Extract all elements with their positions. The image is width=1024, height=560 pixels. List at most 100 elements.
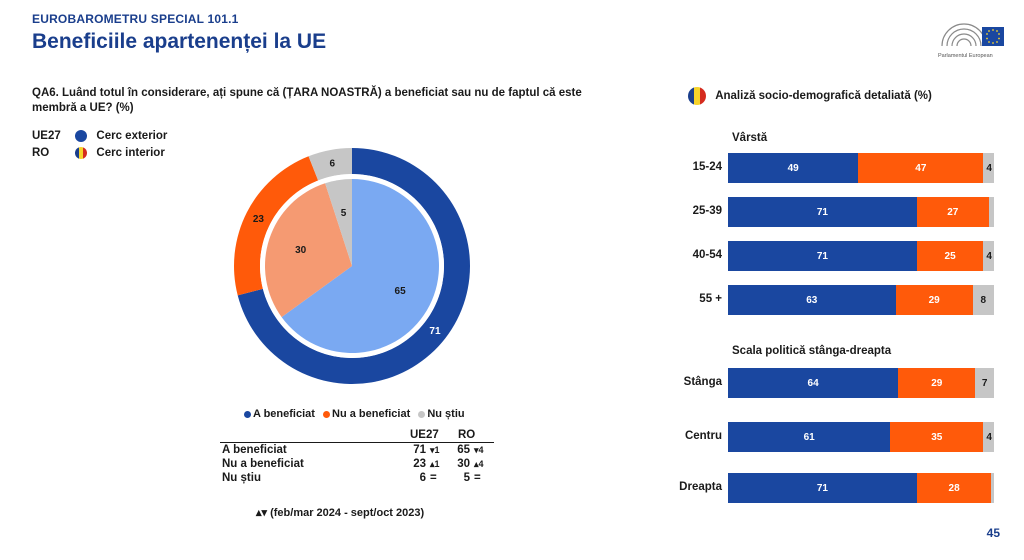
bar-segment-dont-know: 4	[983, 153, 994, 183]
table-header-ue27: UE27	[410, 429, 439, 441]
benefited-dot-icon	[244, 410, 251, 418]
romania-flag-icon	[75, 147, 88, 159]
table-header-row: UE27 RO	[220, 428, 494, 443]
bar-segment-benefited: 63	[728, 285, 896, 315]
political-category-label: Stânga	[683, 376, 722, 388]
inner-slice-benefited	[281, 179, 439, 353]
inner-label-benefited: 65	[395, 286, 407, 297]
political-stacked-bar: 61 35 4	[728, 422, 994, 452]
ue27-value: 71	[413, 444, 426, 456]
political-stacked-bar: 71 28	[728, 473, 995, 503]
table-row: Nu știu 6 = 5 =	[220, 471, 494, 485]
ring-legend-label-ro: Cerc interior	[96, 147, 165, 160]
legend-label-not-benefited: Nu a beneficiat	[332, 408, 411, 420]
dont-know-dot-icon	[418, 410, 426, 418]
outer-label-benefited: 71	[429, 326, 441, 337]
ue27-value: 6	[419, 472, 426, 484]
ro-value: 30	[457, 458, 470, 470]
row-label: Nu a beneficiat	[222, 458, 304, 470]
bar-segment-benefited: 61	[728, 422, 891, 452]
bar-segment-benefited: 71	[728, 241, 917, 271]
outer-slice-dont-know	[308, 148, 352, 181]
age-group-title: Vârstă	[732, 132, 768, 144]
political-group-title: Scala politică stânga-dreapta	[732, 345, 892, 357]
ring-legend-ro: RO Cerc interior	[32, 147, 167, 164]
not-benefited-dot-icon	[323, 410, 331, 418]
bar-segment-benefited: 71	[728, 197, 917, 227]
report-kicker: EUROBAROMETRU SPECIAL 101.1	[32, 12, 239, 26]
ue27-change: =	[430, 472, 437, 484]
bar-segment-not-benefited: 25	[916, 241, 984, 271]
table-header-ro: RO	[458, 429, 476, 441]
bar-segment-not-benefited: 29	[895, 285, 973, 315]
ring-legend-ue27: UE27 Cerc exterior	[32, 130, 167, 147]
bar-segment-dont-know: 4	[983, 241, 994, 271]
donut-legend: A beneficiat Nu a beneficiat Nu știu	[244, 408, 470, 420]
row-label: A beneficiat	[222, 444, 287, 456]
ue27-dot-icon	[75, 130, 88, 142]
logo-text: Parlamentul European	[938, 53, 993, 59]
ro-value: 65	[457, 444, 470, 456]
political-category-label: Dreapta	[679, 481, 722, 493]
ro-change: ▴4	[474, 458, 484, 469]
legend-item-not-benefited: Nu a beneficiat	[323, 408, 410, 420]
bar-segment-not-benefited: 29	[898, 368, 976, 398]
ring-legend: UE27 Cerc exterior RO Cerc interior	[32, 130, 167, 164]
table-row: Nu a beneficiat 23 ▴1 30 ▴4	[220, 457, 494, 471]
political-stacked-bar: 64 29 7	[728, 368, 994, 398]
ue27-change: ▾1	[430, 444, 440, 455]
age-category-label: 15-24	[692, 161, 722, 173]
inner-slice-not-benefited	[265, 183, 352, 318]
bar-segment-not-benefited: 27	[916, 197, 989, 227]
inner-label-dont-know: 5	[341, 208, 347, 219]
age-category-label: 55 +	[699, 293, 722, 305]
age-stacked-bar: 49 47 4	[728, 153, 994, 183]
nested-donut-chart: 71 23 6 65 30 5	[234, 148, 470, 384]
ue27-value: 23	[413, 458, 426, 470]
bar-segment-dont-know: 4	[983, 422, 994, 452]
ro-change: ▾4	[474, 444, 484, 455]
ro-change: =	[474, 472, 481, 484]
ring-legend-label-ue27: Cerc exterior	[96, 130, 168, 143]
bar-segment-dont-know: 7	[975, 368, 994, 398]
socio-demographic-header: Analiză socio-demografică detaliată (%)	[688, 87, 932, 105]
page-number: 45	[986, 526, 1000, 540]
legend-label-dont-know: Nu știu	[427, 408, 465, 420]
outer-label-dont-know: 6	[330, 158, 336, 169]
ro-value: 5	[463, 472, 470, 484]
romania-flag-icon	[688, 87, 706, 105]
footnote: ▴▾ (feb/mar 2024 - sept/oct 2023)	[256, 507, 425, 519]
comparison-table: UE27 RO A beneficiat 71 ▾1 65 ▾4 Nu a be…	[220, 428, 494, 485]
bar-segment-dont-know	[991, 473, 995, 503]
ring-legend-key-ro: RO	[32, 147, 50, 160]
age-stacked-bar: 71 25 4	[728, 241, 994, 271]
bar-segment-benefited: 64	[728, 368, 899, 398]
ue27-change: ▴1	[430, 458, 440, 469]
table-row: A beneficiat 71 ▾1 65 ▾4	[220, 443, 494, 458]
age-category-label: 40-54	[692, 249, 722, 261]
ring-legend-key-ue27: UE27	[32, 130, 61, 143]
bar-segment-dont-know: 8	[972, 285, 994, 315]
legend-label-benefited: A beneficiat	[253, 408, 315, 420]
age-stacked-bar: 71 27	[728, 197, 994, 227]
socio-demographic-title: Analiză socio-demografică detaliată (%)	[715, 90, 932, 103]
legend-item-benefited: A beneficiat	[244, 408, 315, 420]
bar-segment-not-benefited: 47	[858, 153, 984, 183]
age-category-label: 25-39	[692, 205, 722, 217]
political-category-label: Centru	[684, 430, 722, 442]
inner-slice-dont-know	[325, 179, 352, 266]
logo: Parlamentul European	[938, 14, 1008, 62]
parliament-logo-icon	[941, 23, 1004, 47]
inner-label-not-benefited: 30	[295, 245, 307, 256]
row-label: Nu știu	[222, 472, 261, 484]
legend-item-dont-know: Nu știu	[418, 408, 465, 420]
bar-segment-not-benefited: 28	[916, 473, 992, 503]
bar-segment-not-benefited: 35	[890, 422, 984, 452]
bar-segment-benefited: 71	[728, 473, 917, 503]
outer-label-not-benefited: 23	[253, 214, 265, 225]
age-stacked-bar: 63 29 8	[728, 285, 994, 315]
question-text: QA6. Luând totul în considerare, ați spu…	[32, 87, 582, 114]
page-title: Beneficiile apartenenței la UE	[32, 30, 327, 53]
outer-slice-not-benefited	[234, 156, 319, 296]
bar-segment-benefited: 49	[728, 153, 859, 183]
